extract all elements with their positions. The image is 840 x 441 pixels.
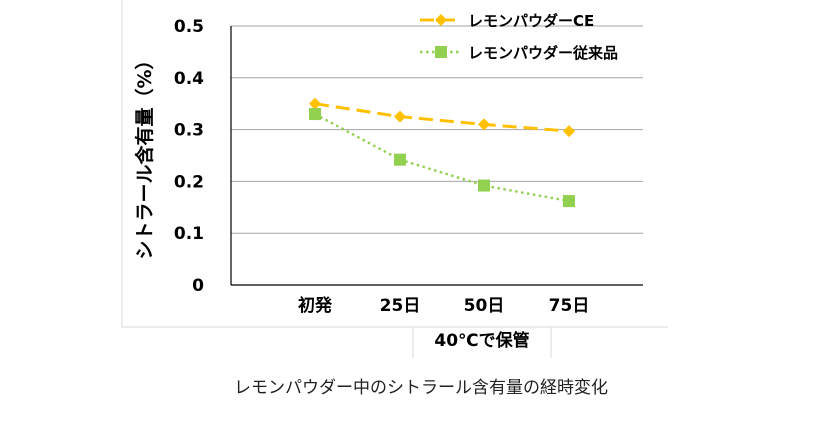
y-tick-label: 0 bbox=[192, 276, 204, 296]
y-tick-label: 0.4 bbox=[174, 69, 204, 89]
y-tick-label: 0.3 bbox=[174, 121, 204, 141]
x-tick-label: 25日 bbox=[380, 296, 421, 316]
data-point-diamond bbox=[563, 125, 575, 138]
data-point-square bbox=[478, 179, 490, 192]
series-layer bbox=[309, 97, 575, 208]
legend-label: レモンパウダー従来品 bbox=[468, 44, 618, 62]
legend: レモンパウダーCE レモンパウダー従来品 bbox=[420, 12, 618, 62]
data-point-diamond bbox=[309, 97, 321, 110]
y-tick-label: 0.5 bbox=[174, 17, 204, 37]
legend-marker-diamond bbox=[435, 14, 447, 26]
x-tick-label: 初発 bbox=[298, 295, 333, 316]
data-point-square bbox=[309, 108, 321, 121]
x-tick-label: 50日 bbox=[464, 296, 505, 316]
series-line bbox=[314, 102, 570, 133]
x-axis-group-label: 40℃で保管 bbox=[434, 330, 529, 351]
figure-caption: レモンパウダー中のシトラール含有量の経時変化 bbox=[234, 378, 608, 398]
legend-label: レモンパウダーCE bbox=[468, 12, 594, 30]
x-tick-label: 75日 bbox=[549, 296, 590, 316]
legend-marker-square bbox=[435, 46, 447, 58]
gridlines bbox=[231, 25, 643, 286]
x-tick-labels: 初発 25日 50日 75日 bbox=[298, 295, 589, 316]
data-point-diamond bbox=[478, 118, 490, 131]
y-tick-labels: 0 0.1 0.2 0.3 0.4 0.5 bbox=[174, 17, 204, 296]
data-point-square bbox=[394, 153, 406, 166]
data-point-diamond bbox=[394, 110, 406, 123]
y-tick-label: 0.1 bbox=[174, 224, 204, 244]
series-line bbox=[314, 113, 570, 203]
y-tick-label: 0.2 bbox=[174, 172, 204, 192]
y-axis-label: シトラール含有量（%） bbox=[133, 50, 156, 259]
data-point-square bbox=[563, 195, 575, 208]
